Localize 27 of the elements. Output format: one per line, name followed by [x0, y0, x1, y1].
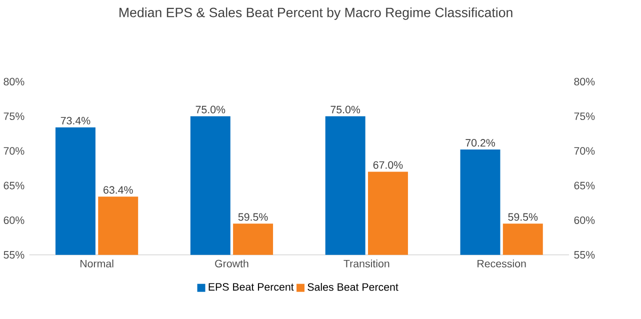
- data-label: 59.5%: [508, 213, 538, 221]
- y-tick-label: 65%: [4, 182, 24, 190]
- y-tick-label: 75%: [4, 112, 24, 120]
- data-label: 67.0%: [373, 161, 403, 169]
- y-tick-label: 70%: [4, 147, 24, 155]
- x-tick-label: Transition: [344, 260, 390, 268]
- legend-label: Sales Beat Percent: [308, 283, 398, 291]
- x-tick-label: Recession: [478, 260, 526, 268]
- data-label: 70.2%: [466, 139, 495, 147]
- y2-tick-label: 75%: [574, 112, 595, 120]
- y2-tick-label: 80%: [574, 78, 595, 86]
- data-label: 75.0%: [196, 106, 226, 114]
- y2-tick-label: 55%: [574, 251, 595, 259]
- legend-label: EPS Beat Percent: [208, 283, 294, 291]
- y-tick-label: 60%: [4, 216, 24, 224]
- data-label: 59.5%: [238, 213, 268, 221]
- y2-tick-label: 60%: [574, 216, 595, 224]
- data-label: 63.4%: [104, 186, 133, 194]
- chart-title: Median EPS & Sales Beat Percent by Macro Regime Classification: [120, 8, 512, 20]
- x-tick-label: Normal: [80, 260, 114, 268]
- y-tick-label: 80%: [4, 78, 24, 86]
- data-label: 73.4%: [60, 116, 90, 125]
- y-tick-label: 55%: [4, 251, 24, 259]
- x-tick-label: Growth: [215, 260, 248, 268]
- y2-tick-label: 65%: [574, 182, 595, 190]
- y2-tick-label: 70%: [574, 147, 595, 155]
- data-label: 75.0%: [330, 106, 360, 114]
